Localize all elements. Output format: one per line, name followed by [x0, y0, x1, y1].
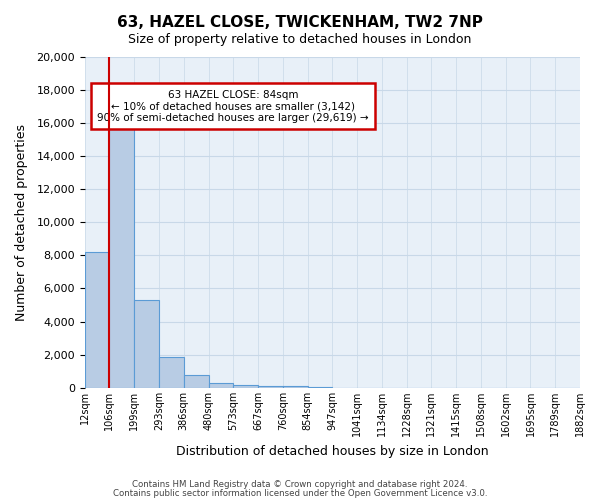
Y-axis label: Number of detached properties: Number of detached properties	[15, 124, 28, 320]
Text: Contains HM Land Registry data © Crown copyright and database right 2024.: Contains HM Land Registry data © Crown c…	[132, 480, 468, 489]
Text: Size of property relative to detached houses in London: Size of property relative to detached ho…	[128, 32, 472, 46]
Text: 63, HAZEL CLOSE, TWICKENHAM, TW2 7NP: 63, HAZEL CLOSE, TWICKENHAM, TW2 7NP	[117, 15, 483, 30]
Bar	[134, 300, 159, 388]
Text: Contains public sector information licensed under the Open Government Licence v3: Contains public sector information licen…	[113, 489, 487, 498]
Bar	[209, 383, 233, 388]
Bar	[258, 386, 283, 388]
Bar	[109, 113, 134, 388]
Text: 63 HAZEL CLOSE: 84sqm
← 10% of detached houses are smaller (3,142)
90% of semi-d: 63 HAZEL CLOSE: 84sqm ← 10% of detached …	[97, 90, 369, 123]
Bar	[283, 386, 308, 388]
Bar	[159, 357, 184, 388]
Bar	[184, 374, 209, 388]
Bar	[308, 387, 332, 388]
X-axis label: Distribution of detached houses by size in London: Distribution of detached houses by size …	[176, 444, 488, 458]
Bar	[233, 384, 258, 388]
Bar	[85, 252, 109, 388]
